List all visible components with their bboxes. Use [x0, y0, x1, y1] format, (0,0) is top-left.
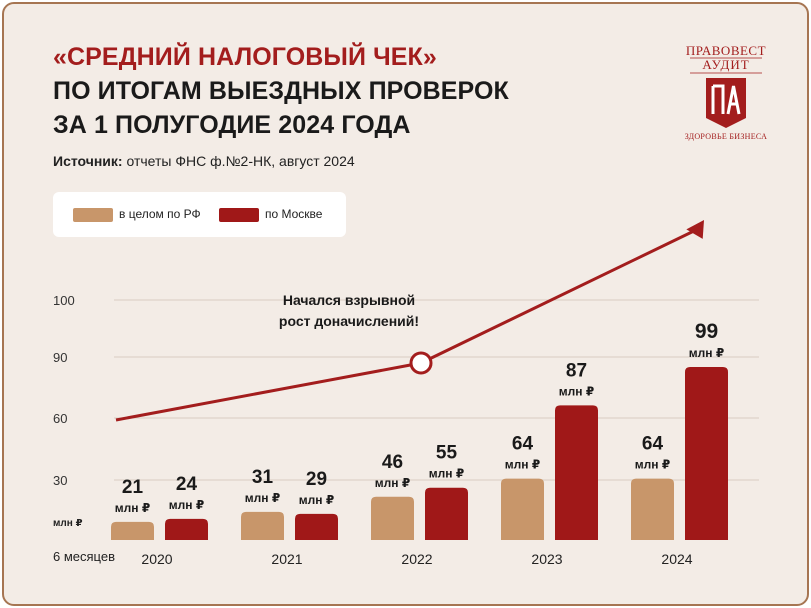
bar-chart: 30 60 90 100 млн ₽ 6 месяцев 2020 21 млн ₽ 24 млн … [53, 220, 759, 567]
data-label-unit: млн ₽ [299, 493, 334, 507]
logo-tagline: ЗДОРОВЬЕ БИЗНЕСА [684, 132, 768, 141]
bar [555, 405, 598, 540]
data-label-value: 64 [642, 434, 664, 455]
x-tick-label: 2021 [271, 551, 302, 567]
data-label-unit: млн ₽ [429, 467, 464, 481]
data-label-unit: млн ₽ [689, 346, 724, 360]
data-label-value: 99 [695, 320, 718, 343]
bar [685, 367, 728, 540]
bar [165, 518, 208, 540]
data-label-value: 55 [436, 443, 458, 464]
legend-label-moscow: по Москве [265, 207, 323, 221]
logo-text-line-2: АУДИТ [702, 57, 750, 72]
source-note: Источник: отчеты ФНС ф.№2-НК, август 202… [53, 153, 355, 169]
chart-legend: в целом по РФ по Москве [53, 192, 346, 237]
bar [501, 478, 544, 540]
bar [631, 478, 674, 540]
x-tick-label: 2020 [141, 551, 172, 567]
data-label-unit: млн ₽ [505, 458, 540, 472]
data-label-value: 46 [382, 452, 403, 473]
annotation-line-2: рост доначислений! [279, 313, 419, 329]
y-tick-label: 30 [53, 473, 67, 488]
logo-emblem-icon [690, 57, 762, 128]
annotation-line-1: Начался взрывной [283, 292, 415, 308]
logo-text-line-1: ПРАВОВЕСТ [685, 43, 767, 58]
source-text: отчеты ФНС ф.№2-НК, август 2024 [122, 153, 355, 169]
data-label-value: 87 [566, 360, 587, 381]
data-label-value: 31 [252, 467, 274, 488]
y-tick-label: 90 [53, 350, 67, 365]
data-label-value: 24 [176, 474, 198, 495]
title-line-2: ПО ИТОГАМ ВЫЕЗДНЫХ ПРОВЕРОК [53, 77, 509, 105]
title-line-3: ЗА 1 ПОЛУГОДИЕ 2024 ГОДА [53, 111, 411, 139]
data-label-value: 29 [306, 469, 327, 490]
data-label-unit: млн ₽ [169, 498, 204, 512]
bar [111, 521, 154, 540]
page-title: «СРЕДНИЙ НАЛОГОВЫЙ ЧЕК» ПО ИТОГАМ ВЫЕЗДН… [53, 40, 509, 142]
y-tick-label: 60 [53, 411, 67, 426]
legend-swatch-moscow [219, 208, 259, 222]
title-line-1: «СРЕДНИЙ НАЛОГОВЫЙ ЧЕК» [53, 43, 437, 71]
trend-arrow-head-icon [686, 220, 705, 239]
x-axis-label: 6 месяцев [53, 549, 115, 564]
x-tick-label: 2024 [661, 551, 692, 567]
bar [371, 496, 414, 540]
bar [425, 487, 468, 540]
data-label-unit: млн ₽ [559, 384, 594, 398]
data-label-value: 21 [122, 477, 144, 498]
bar [241, 511, 284, 540]
legend-label-rf: в целом по РФ [119, 207, 201, 221]
data-label-unit: млн ₽ [635, 458, 670, 472]
data-label-unit: млн ₽ [375, 476, 410, 490]
y-axis-unit: млн ₽ [53, 518, 83, 529]
x-tick-label: 2022 [401, 551, 432, 567]
x-tick-label: 2023 [531, 551, 562, 567]
legend-swatch-rf [73, 208, 113, 222]
data-label-value: 64 [512, 434, 534, 455]
company-logo: ПРАВОВЕСТ АУДИТ ЗДОРОВЬЕ БИЗНЕСА [676, 40, 776, 148]
y-tick-label: 100 [53, 293, 75, 308]
bar [295, 513, 338, 540]
trend-marker-circle [409, 351, 433, 375]
data-label-unit: млн ₽ [245, 491, 280, 505]
source-label: Источник: [53, 153, 123, 169]
data-label-unit: млн ₽ [115, 501, 150, 515]
